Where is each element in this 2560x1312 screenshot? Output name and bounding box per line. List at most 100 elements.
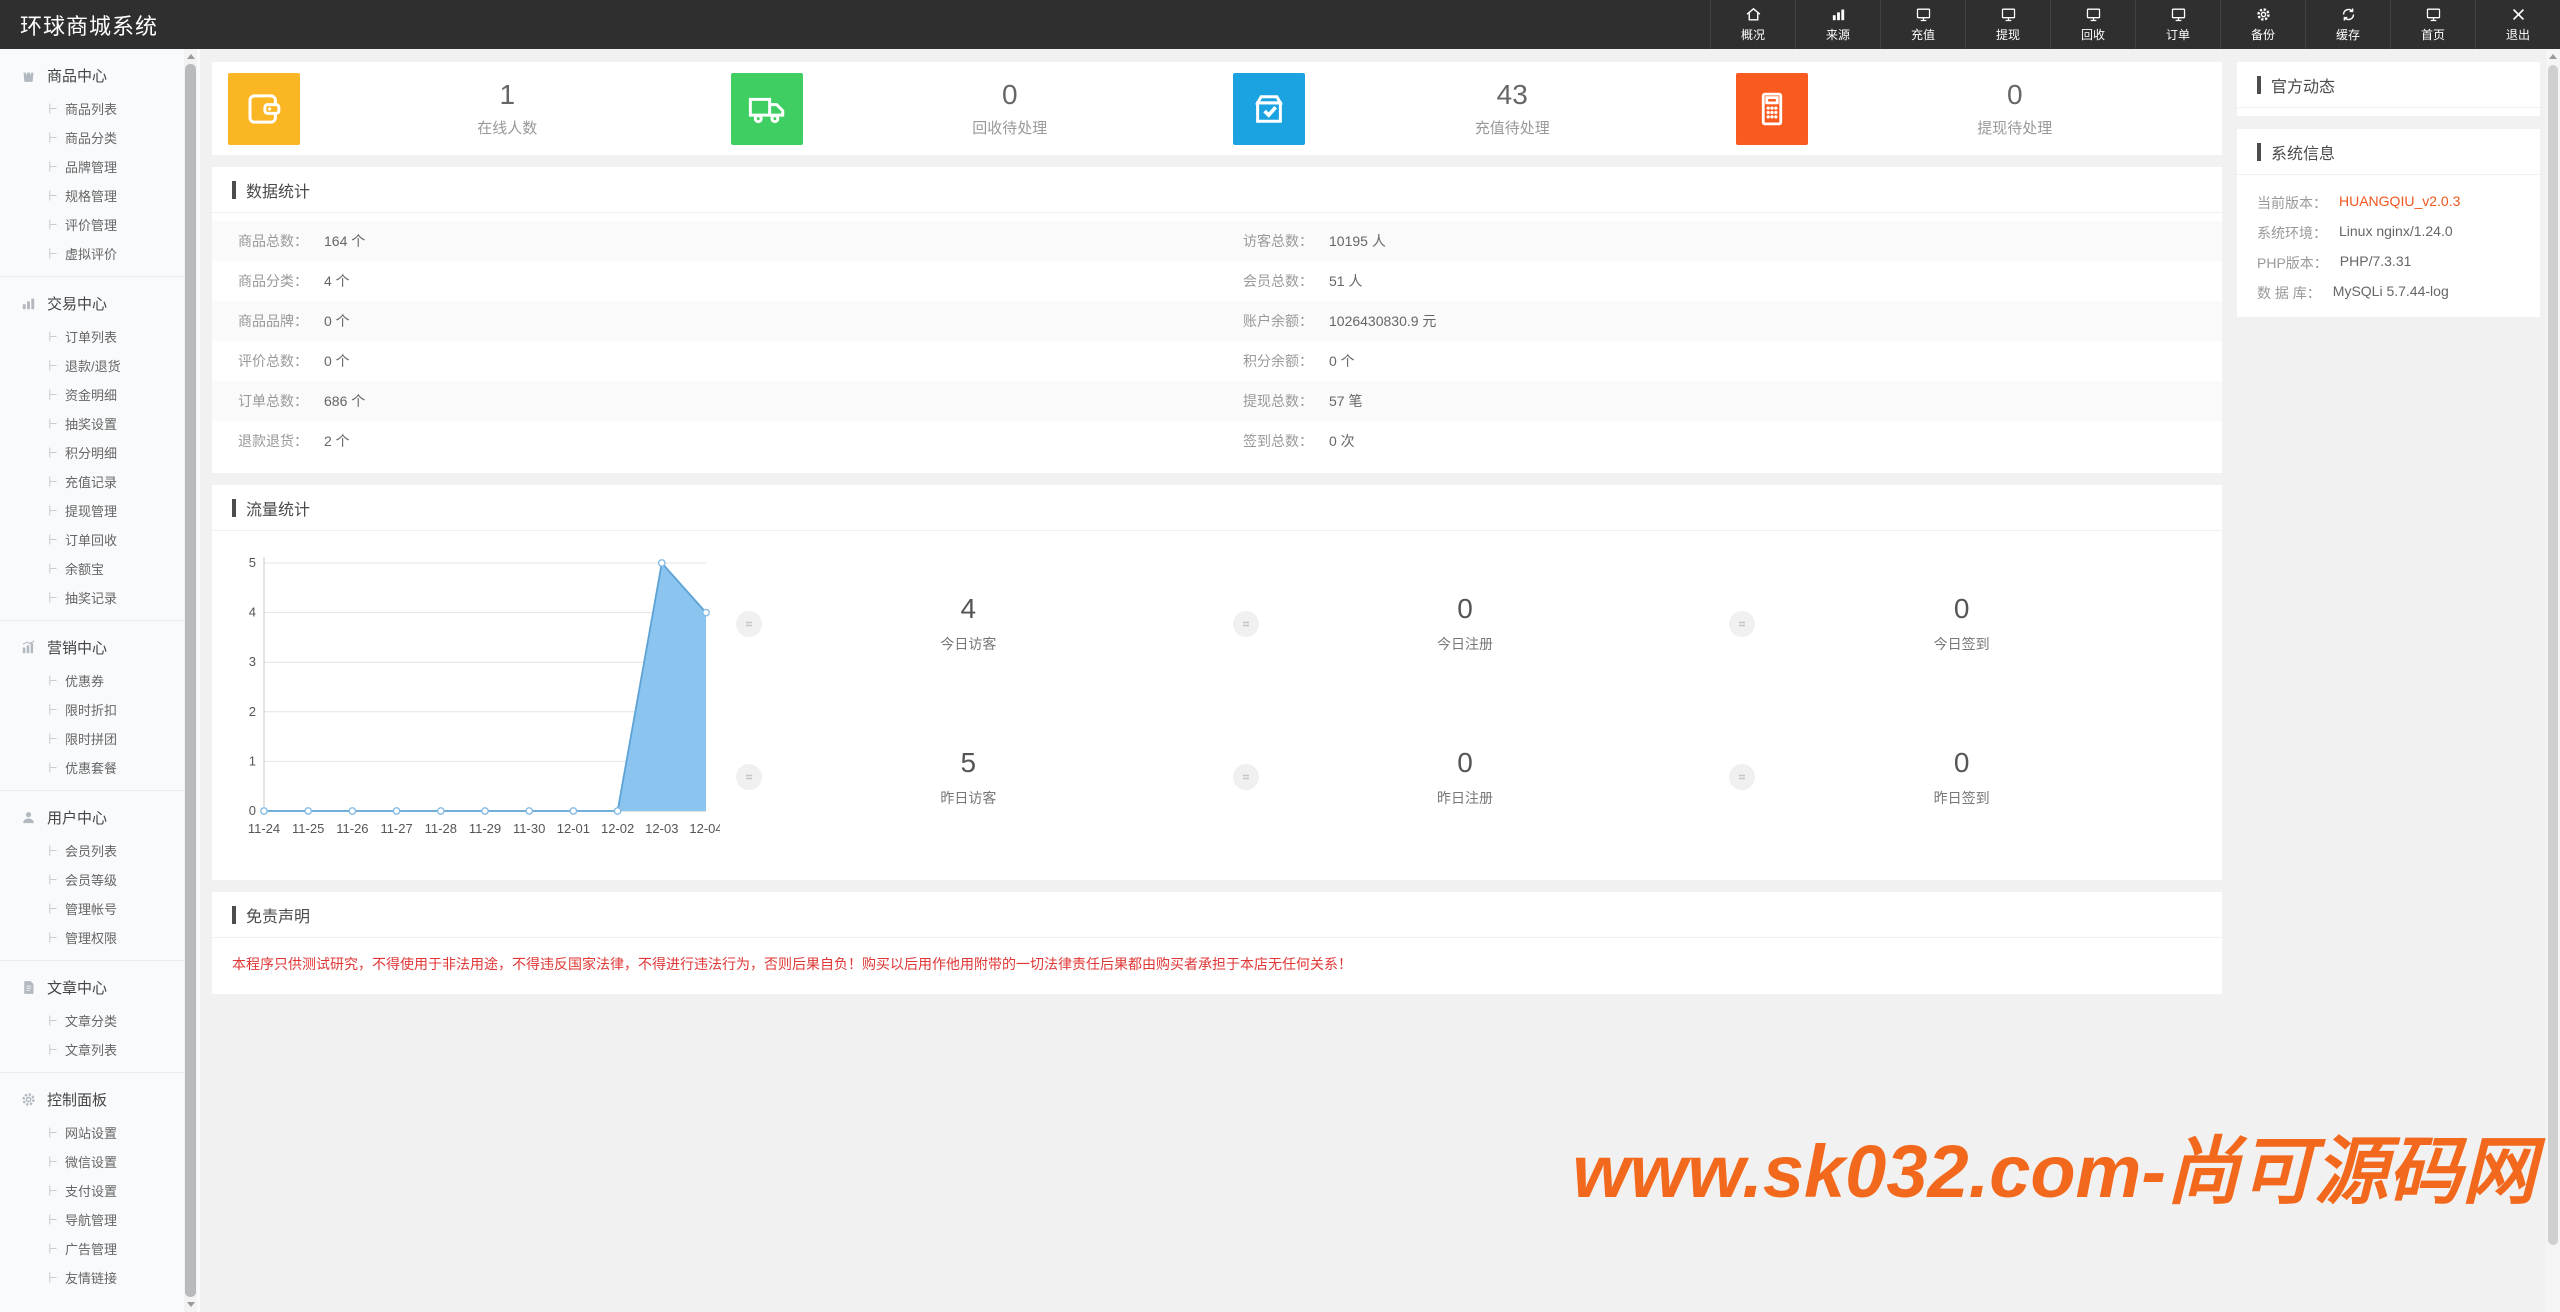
system-info-value: MySQLi 5.7.44-log bbox=[2332, 283, 2449, 299]
tree-branch-icon bbox=[48, 190, 57, 201]
sidebar-item[interactable]: 优惠券 bbox=[0, 666, 184, 695]
sidebar-scrollbar-thumb[interactable] bbox=[185, 64, 196, 1297]
sidebar-item[interactable]: 网站设置 bbox=[0, 1118, 184, 1147]
sidebar-item[interactable]: 退款/退货 bbox=[0, 351, 184, 380]
sidebar-item[interactable]: 文章分类 bbox=[0, 1006, 184, 1035]
sidebar-item[interactable]: 会员列表 bbox=[0, 836, 184, 865]
system-info-value: PHP/7.3.31 bbox=[2339, 253, 2412, 269]
app-title: 环球商城系统 bbox=[20, 13, 159, 39]
top-nav-item-label: 订单 bbox=[2165, 28, 2190, 42]
sidebar-section-title[interactable]: 商品中心 bbox=[0, 56, 184, 94]
tree-branch-icon bbox=[48, 1272, 57, 1283]
sidebar-section-title[interactable]: 营销中心 bbox=[0, 628, 184, 666]
sidebar-item-label: 订单列表 bbox=[65, 330, 118, 345]
sidebar-item[interactable]: 限时拼团 bbox=[0, 724, 184, 753]
sidebar-section-label: 商品中心 bbox=[47, 67, 108, 85]
stat-row: 会员总数： 51 人 bbox=[1217, 261, 2222, 301]
sidebar-item[interactable]: 充值记录 bbox=[0, 467, 184, 496]
top-nav-item[interactable]: 首页 bbox=[2390, 0, 2475, 49]
top-nav-item[interactable]: 缓存 bbox=[2305, 0, 2390, 49]
trend-chart-icon bbox=[20, 639, 37, 656]
data-stats-card: 数据统计 商品总数： 164 个 商品分类： 4 个 bbox=[212, 167, 2222, 473]
tree-branch-icon bbox=[48, 1214, 57, 1225]
tree-branch-icon bbox=[48, 505, 57, 516]
sidebar-section-title[interactable]: 控制面板 bbox=[0, 1080, 184, 1118]
sidebar-item[interactable]: 导航管理 bbox=[0, 1205, 184, 1234]
sidebar-item[interactable]: 限时折扣 bbox=[0, 695, 184, 724]
page-scrollbar-thumb[interactable] bbox=[2548, 65, 2558, 1245]
sidebar-item[interactable]: 余额宝 bbox=[0, 554, 184, 583]
home-icon bbox=[1745, 6, 1762, 23]
sidebar-section: 控制面板 网站设置 微信设置 支付设置 导航管理 广告管理 bbox=[0, 1073, 184, 1300]
stat-row: 账户余额： 1026430830.9 元 bbox=[1217, 301, 2222, 341]
main-content: 1 在线人数 0 回收待处理 43 充值待处理 bbox=[212, 49, 2222, 994]
tree-branch-icon bbox=[48, 592, 57, 603]
traffic-counter-value: 0 bbox=[1457, 593, 1473, 625]
sidebar-item[interactable]: 评价管理 bbox=[0, 210, 184, 239]
sidebar-item[interactable]: 订单列表 bbox=[0, 322, 184, 351]
monitor-icon bbox=[2425, 6, 2442, 23]
sidebar-section-title[interactable]: 文章中心 bbox=[0, 968, 184, 1006]
top-nav-item[interactable]: 回收 bbox=[2050, 0, 2135, 49]
sidebar-item-label: 文章列表 bbox=[65, 1043, 118, 1058]
sidebar-item[interactable]: 广告管理 bbox=[0, 1234, 184, 1263]
sidebar-item[interactable]: 积分明细 bbox=[0, 438, 184, 467]
scroll-up-arrow-icon[interactable] bbox=[184, 50, 197, 63]
top-nav-item[interactable]: 概况 bbox=[1710, 0, 1795, 49]
svg-text:11-24: 11-24 bbox=[248, 821, 280, 836]
sidebar-item-label: 提现管理 bbox=[65, 504, 118, 519]
sidebar-item-label: 会员等级 bbox=[65, 873, 118, 888]
system-info-value: Linux nginx/1.24.0 bbox=[2339, 223, 2453, 239]
sidebar-item[interactable]: 订单回收 bbox=[0, 525, 184, 554]
sidebar-section-title[interactable]: 用户中心 bbox=[0, 798, 184, 836]
top-nav-item[interactable]: 退出 bbox=[2475, 0, 2560, 49]
top-nav: 概况 来源 充值 提现 回收 bbox=[1710, 0, 2560, 49]
top-nav-item[interactable]: 备份 bbox=[2220, 0, 2305, 49]
sidebar-item[interactable]: 支付设置 bbox=[0, 1176, 184, 1205]
sidebar-item-label: 品牌管理 bbox=[65, 160, 118, 175]
sidebar-item[interactable]: 规格管理 bbox=[0, 181, 184, 210]
sidebar-item[interactable]: 资金明细 bbox=[0, 380, 184, 409]
sidebar-item[interactable]: 优惠套餐 bbox=[0, 753, 184, 782]
sidebar-item[interactable]: 微信设置 bbox=[0, 1147, 184, 1176]
sidebar-item[interactable]: 抽奖设置 bbox=[0, 409, 184, 438]
svg-text:12-02: 12-02 bbox=[601, 821, 634, 836]
svg-text:2: 2 bbox=[249, 704, 256, 719]
accent-bar bbox=[232, 905, 236, 924]
accent-bar bbox=[232, 180, 236, 199]
stat-row: 商品总数： 164 个 bbox=[212, 221, 1217, 261]
svg-text:0: 0 bbox=[249, 803, 256, 818]
overview-card: 1 在线人数 bbox=[212, 62, 715, 155]
top-nav-item[interactable]: 充值 bbox=[1880, 0, 1965, 49]
sidebar-scrollbar bbox=[184, 49, 197, 1312]
sidebar-item-label: 管理帐号 bbox=[65, 902, 118, 917]
top-nav-item[interactable]: 订单 bbox=[2135, 0, 2220, 49]
overview-card-value: 0 bbox=[2006, 79, 2023, 110]
tree-branch-icon bbox=[48, 248, 57, 259]
sidebar-item[interactable]: 会员等级 bbox=[0, 865, 184, 894]
sidebar-item[interactable]: 友情链接 bbox=[0, 1263, 184, 1292]
sidebar-item[interactable]: 文章列表 bbox=[0, 1035, 184, 1064]
sidebar-item[interactable]: 提现管理 bbox=[0, 496, 184, 525]
system-info-row: 当前版本： HUANGQIU_v2.0.3 bbox=[2237, 183, 2540, 213]
watermark: www.sk032.com-尚可源码网 bbox=[1572, 1130, 2536, 1213]
refresh-icon bbox=[2340, 6, 2357, 23]
sidebar-item[interactable]: 虚拟评价 bbox=[0, 239, 184, 268]
box-check-icon bbox=[1233, 72, 1305, 145]
scroll-up-arrow-icon[interactable] bbox=[2546, 50, 2559, 63]
traffic-counter-value: 0 bbox=[1953, 593, 1970, 625]
traffic-stats-title: 流量统计 bbox=[246, 501, 311, 519]
sidebar-item[interactable]: 管理权限 bbox=[0, 923, 184, 952]
scroll-down-arrow-icon[interactable] bbox=[184, 1298, 197, 1311]
top-nav-item[interactable]: 提现 bbox=[1965, 0, 2050, 49]
sidebar-item[interactable]: 商品分类 bbox=[0, 123, 184, 152]
top-nav-item[interactable]: 来源 bbox=[1795, 0, 1880, 49]
tree-branch-icon bbox=[48, 1243, 57, 1254]
sidebar-item-label: 评价管理 bbox=[65, 218, 118, 233]
stat-row: 商品品牌： 0 个 bbox=[212, 301, 1217, 341]
sidebar-item[interactable]: 商品列表 bbox=[0, 94, 184, 123]
sidebar-item[interactable]: 品牌管理 bbox=[0, 152, 184, 181]
sidebar-item[interactable]: 管理帐号 bbox=[0, 894, 184, 923]
sidebar-section-title[interactable]: 交易中心 bbox=[0, 284, 184, 322]
sidebar-item[interactable]: 抽奖记录 bbox=[0, 583, 184, 612]
